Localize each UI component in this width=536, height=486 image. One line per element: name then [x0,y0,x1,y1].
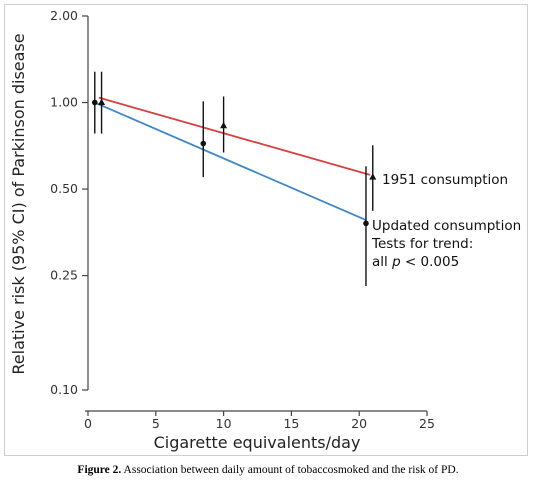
figure-frame [4,4,528,456]
data-point-1951 [98,98,106,106]
label-1951-consumption: 1951 consumption [382,172,508,188]
label-updated-consumption: Updated consumption [372,218,521,234]
x-tick-label: 25 [419,416,435,431]
label-tests-for-trend: Tests for trend: [371,236,473,252]
figure-caption: Figure 2. Association between daily amou… [0,464,536,476]
y-axis-title: Relative risk (95% CI) of Parkinson dise… [9,33,28,374]
label-p-value: all p < 0.005 [372,254,459,270]
y-tick-label: 1.00 [50,95,78,110]
data-point-1951 [220,121,228,129]
x-tick-label: 15 [283,416,299,431]
y-tick-label: 2.00 [50,8,78,23]
chart: 0.10 0.25 0.50 1.00 2.00 0 5 10 15 20 25 Relative … [9,8,521,452]
data-point-updated [363,220,369,227]
y-tick-label: 0.10 [50,382,78,397]
x-tick-label: 5 [152,416,160,431]
y-tick-label: 0.25 [50,268,78,283]
markers [91,71,377,287]
caption-text: Association between daily amount of toba… [123,464,459,476]
x-tick-label: 10 [216,416,232,431]
data-point-1951 [369,173,377,180]
data-point-updated [91,99,98,106]
x-tick-label: 0 [84,416,92,431]
x-tick-label: 20 [351,416,367,431]
trend-lines [94,96,371,221]
x-axis-title: Cigarette equivalents/day [154,433,361,452]
axes: 0.10 0.25 0.50 1.00 2.00 0 5 10 15 20 25 [50,8,435,431]
caption-label: Figure 2. [77,464,122,476]
trend-line-1951 [98,96,371,176]
trend-line-updated [94,101,367,221]
data-point-updated [200,140,207,147]
y-tick-label: 0.50 [50,181,78,196]
